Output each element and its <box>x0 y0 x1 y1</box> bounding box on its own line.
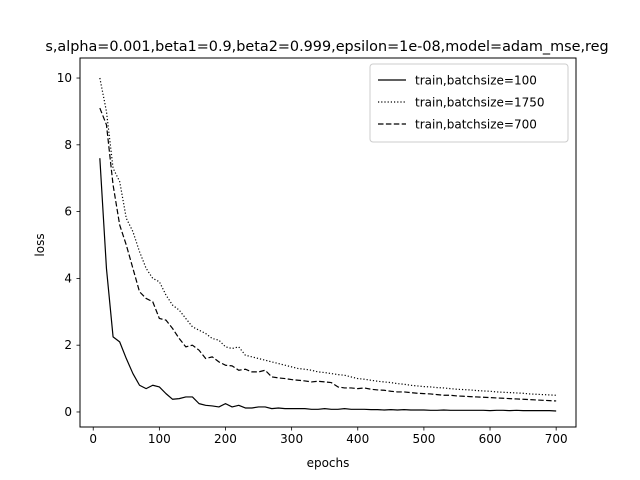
x-tick-label: 100 <box>148 432 171 446</box>
legend-label: train,batchsize=1750 <box>415 96 545 110</box>
series-line-1 <box>99 158 557 412</box>
y-axis-label: loss <box>33 233 47 256</box>
x-tick-label: 700 <box>545 432 568 446</box>
y-tick-label: 2 <box>64 338 72 352</box>
y-tick-label: 8 <box>64 138 72 152</box>
y-tick-label: 0 <box>64 405 72 419</box>
x-tick-label: 0 <box>89 432 97 446</box>
y-tick-label: 6 <box>64 205 72 219</box>
y-axis: 0 2 4 6 8 10 <box>57 71 80 419</box>
y-tick-label: 10 <box>57 71 72 85</box>
legend-label: train,batchsize=100 <box>415 74 537 88</box>
x-tick-label: 200 <box>214 432 237 446</box>
x-tick-label: 300 <box>280 432 303 446</box>
series-line-3 <box>99 107 557 402</box>
legend-box <box>369 63 569 143</box>
x-axis: 0 100 200 300 400 500 600 700 <box>89 427 568 446</box>
x-axis-label: epochs <box>307 456 350 470</box>
x-tick-label: 400 <box>346 432 369 446</box>
x-tick-label: 600 <box>479 432 502 446</box>
plot-area <box>79 57 577 428</box>
legend-label: train,batchsize=700 <box>415 118 537 132</box>
y-tick-label: 4 <box>64 271 72 285</box>
x-tick-label: 500 <box>412 432 435 446</box>
plot-frame <box>79 57 577 428</box>
chart-title: s,alpha=0.001,beta1=0.9,beta2=0.999,epsi… <box>45 39 608 55</box>
series-layer <box>99 77 557 412</box>
legend: train,batchsize=100 train,batchsize=1750 t… <box>369 63 569 143</box>
